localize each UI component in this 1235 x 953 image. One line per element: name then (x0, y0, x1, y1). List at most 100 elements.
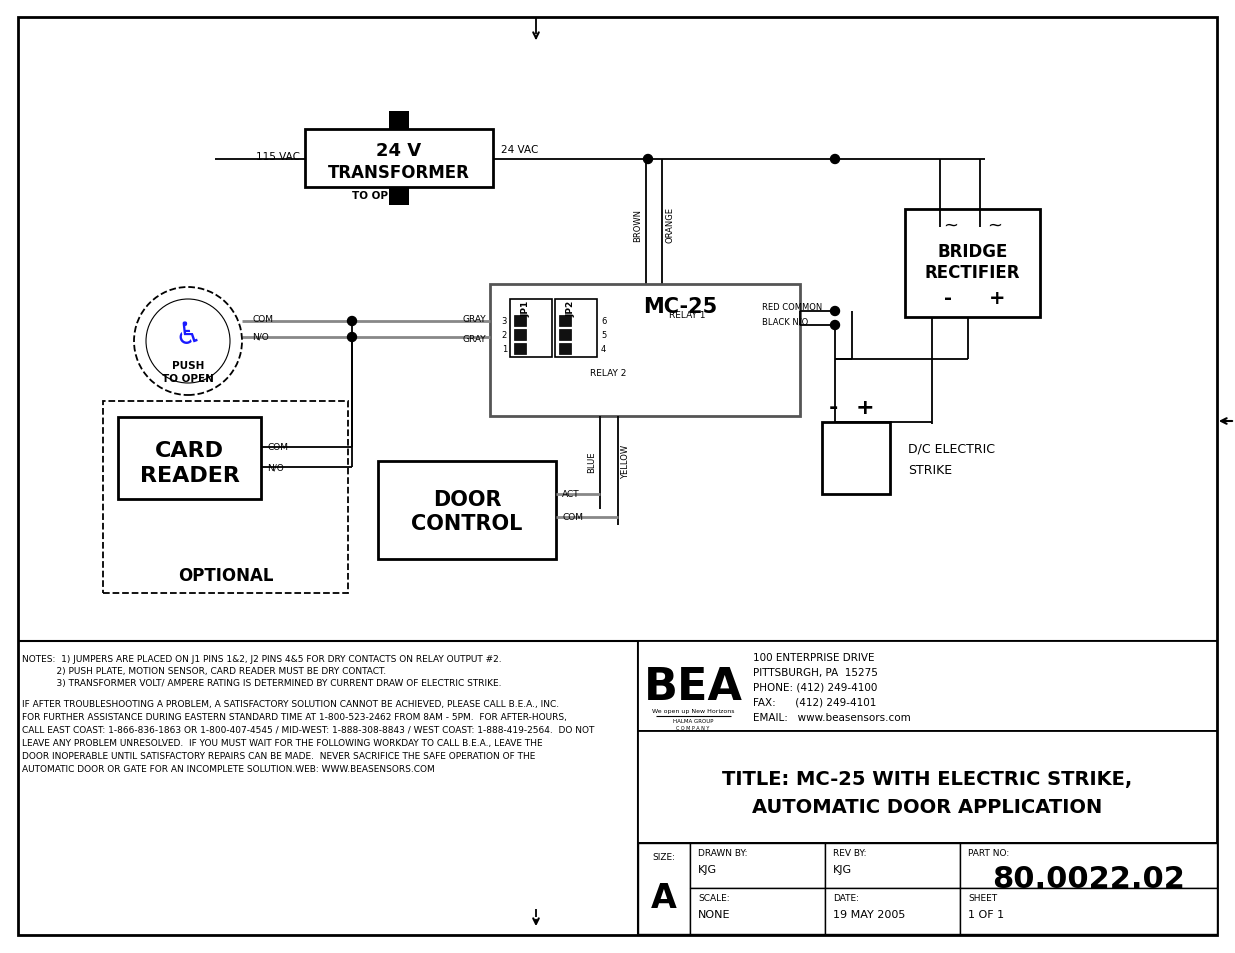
Bar (690, 888, 825, 934)
Text: GRAY: GRAY (462, 335, 487, 344)
Text: 3: 3 (501, 316, 508, 326)
Text: SHEET: SHEET (968, 894, 997, 902)
Text: TO OPEN: TO OPEN (162, 374, 214, 384)
Text: PUSH: PUSH (172, 360, 204, 371)
Text: BRIDGE: BRIDGE (937, 243, 1008, 261)
Text: RED COMMON: RED COMMON (762, 303, 823, 313)
Text: 80.0022.02: 80.0022.02 (992, 864, 1184, 894)
Text: DOOR INOPERABLE UNTIL SATISFACTORY REPAIRS CAN BE MADE.  NEVER SACRIFICE THE SAF: DOOR INOPERABLE UNTIL SATISFACTORY REPAI… (22, 751, 536, 760)
Text: 24 VAC: 24 VAC (501, 145, 538, 154)
Text: CALL EAST COAST: 1-866-836-1863 OR 1-800-407-4545 / MID-WEST: 1-888-308-8843 / W: CALL EAST COAST: 1-866-836-1863 OR 1-800… (22, 725, 594, 734)
Bar (638, 843, 690, 934)
Text: NOTES:  1) JUMPERS ARE PLACED ON J1 PINS 1&2, J2 PINS 4&5 FOR DRY CONTACTS ON RE: NOTES: 1) JUMPERS ARE PLACED ON J1 PINS … (22, 655, 501, 663)
Text: 1: 1 (501, 345, 508, 354)
Text: KJG: KJG (698, 864, 718, 874)
Text: TRANSFORMER: TRANSFORMER (329, 164, 471, 182)
Text: AUTOMATIC DOOR APPLICATION: AUTOMATIC DOOR APPLICATION (752, 798, 1103, 817)
Circle shape (830, 321, 840, 330)
Bar (389, 188, 409, 206)
Text: COM: COM (252, 315, 273, 324)
Bar (389, 112, 409, 130)
Text: 5: 5 (601, 331, 606, 339)
Text: PART NO:: PART NO: (968, 848, 1009, 858)
Bar (490, 285, 800, 416)
Text: BLACK N/O: BLACK N/O (762, 317, 808, 326)
Bar (559, 344, 571, 355)
Text: -: - (829, 397, 837, 417)
Text: BEA: BEA (643, 665, 742, 708)
Text: READER: READER (140, 465, 240, 485)
Bar (305, 130, 493, 188)
Text: -: - (944, 288, 951, 307)
Text: STRIKE: STRIKE (908, 464, 952, 477)
Text: PITTSBURGH, PA  15275: PITTSBURGH, PA 15275 (753, 667, 878, 678)
Text: 2: 2 (501, 331, 508, 339)
Bar (510, 299, 552, 357)
Text: FAX:      (412) 249-4101: FAX: (412) 249-4101 (753, 698, 877, 707)
Bar (559, 330, 571, 340)
Circle shape (347, 317, 357, 326)
Bar (514, 330, 526, 340)
Text: C O M P A N Y: C O M P A N Y (677, 726, 710, 731)
Text: TITLE: MC-25 WITH ELECTRIC STRIKE,: TITLE: MC-25 WITH ELECTRIC STRIKE, (722, 770, 1132, 789)
Bar (555, 299, 597, 357)
Text: 4: 4 (601, 345, 606, 354)
Text: SIZE:: SIZE: (652, 853, 676, 862)
Text: A: A (651, 882, 677, 915)
Bar (960, 843, 1216, 888)
Bar (378, 461, 556, 559)
Text: RECTIFIER: RECTIFIER (925, 264, 1020, 282)
Text: HALMA GROUP: HALMA GROUP (673, 719, 714, 723)
Text: PHONE: (412) 249-4100: PHONE: (412) 249-4100 (753, 682, 877, 692)
Text: IF AFTER TROUBLESHOOTING A PROBLEM, A SATISFACTORY SOLUTION CANNOT BE ACHIEVED, : IF AFTER TROUBLESHOOTING A PROBLEM, A SA… (22, 700, 559, 708)
Text: REV BY:: REV BY: (832, 848, 867, 858)
Bar (638, 641, 1216, 731)
Text: DATE:: DATE: (832, 894, 860, 902)
Text: NONE: NONE (698, 909, 730, 919)
Text: CARD: CARD (156, 440, 224, 460)
Bar (825, 888, 960, 934)
Text: N/O: N/O (267, 463, 284, 472)
Text: TO OPEN: TO OPEN (352, 191, 404, 201)
Circle shape (830, 155, 840, 164)
Text: 115 VAC: 115 VAC (256, 152, 300, 162)
Text: 19 MAY 2005: 19 MAY 2005 (832, 909, 905, 919)
Text: RELAY 2: RELAY 2 (590, 369, 626, 378)
Bar (638, 731, 1216, 843)
Text: ACT: ACT (562, 490, 579, 499)
Bar (825, 843, 960, 888)
Text: MC-25: MC-25 (643, 296, 718, 316)
Bar (119, 417, 261, 499)
Text: ~: ~ (987, 216, 1002, 234)
Circle shape (830, 307, 840, 316)
Text: EMAIL:   www.beasensors.com: EMAIL: www.beasensors.com (753, 712, 910, 722)
Text: BLUE: BLUE (588, 451, 597, 473)
Text: OPTIONAL: OPTIONAL (178, 566, 273, 584)
Circle shape (643, 155, 652, 164)
Text: +: + (989, 288, 1005, 307)
Text: ORANGE: ORANGE (666, 207, 674, 243)
Text: KJG: KJG (832, 864, 852, 874)
Bar (638, 843, 1216, 934)
Text: We open up New Horizons: We open up New Horizons (652, 709, 735, 714)
Bar (690, 843, 825, 888)
Text: JP2: JP2 (566, 300, 576, 316)
Text: 100 ENTERPRISE DRIVE: 100 ENTERPRISE DRIVE (753, 652, 874, 662)
Text: 3) TRANSFORMER VOLT/ AMPERE RATING IS DETERMINED BY CURRENT DRAW OF ELECTRIC STR: 3) TRANSFORMER VOLT/ AMPERE RATING IS DE… (22, 679, 501, 687)
Circle shape (347, 334, 357, 342)
Text: GRAY: GRAY (462, 314, 487, 323)
Bar (514, 315, 526, 327)
Text: N/O: N/O (252, 333, 269, 341)
Text: BROWN: BROWN (634, 209, 642, 241)
Bar (960, 888, 1216, 934)
Bar (514, 344, 526, 355)
Bar (905, 210, 1040, 317)
Text: ~: ~ (944, 216, 958, 234)
Text: 24 V: 24 V (377, 142, 421, 160)
Text: +: + (856, 397, 874, 417)
Text: FOR FURTHER ASSISTANCE DURING EASTERN STANDARD TIME AT 1-800-523-2462 FROM 8AM -: FOR FURTHER ASSISTANCE DURING EASTERN ST… (22, 712, 567, 721)
Text: CONTROL: CONTROL (411, 514, 522, 534)
Text: SCALE:: SCALE: (698, 894, 730, 902)
Text: 1 OF 1: 1 OF 1 (968, 909, 1004, 919)
Text: ♿: ♿ (174, 320, 201, 349)
